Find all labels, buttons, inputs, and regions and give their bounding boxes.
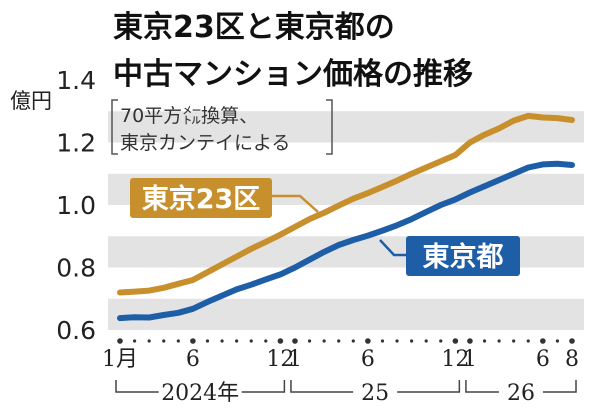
x-tick-label-0: 1月 [102,347,138,372]
background-band-0 [108,298,584,330]
x-month-dot-6 [205,339,210,343]
x-month-dot-17 [365,338,371,344]
x-month-dot-24 [467,338,473,344]
y-tick-label-0: 0.6 [56,316,96,345]
x-tick-label-8: 8 [565,347,579,372]
series-label-tokyo-metro-leader [379,239,408,257]
y-axis-unit-label: 億円 [10,89,52,113]
series-label-tokyo-metro-text: 東京都 [423,241,504,273]
year-groups: 2024年 25 26 [115,380,577,406]
note-bracket-left [111,99,118,155]
series-label-tokyo-23: 東京23区 [130,178,319,218]
year-bracket-right-0 [241,380,286,393]
x-month-dot-12 [292,338,298,344]
chart-title-line-1: 東京23区と東京都の [113,10,395,45]
x-tick-label-4: 6 [361,347,375,372]
source-note-line-2: 東京カンテイによる [120,132,290,154]
x-month-dot-1 [132,339,137,343]
year-bracket-left-0 [115,380,159,393]
x-month-dot-30 [555,339,560,343]
x-month-dot-15 [337,339,341,343]
source-note: 70平方㍍換算、 東京カンテイによる [111,99,333,155]
x-tick-label-1: 6 [186,347,200,372]
source-note-line-1: 70平方㍍換算、 [120,105,258,127]
year-label-0: 2024年 [161,381,239,406]
x-month-dot-21 [424,339,428,343]
y-tick-label-1: 0.8 [56,254,96,283]
y-axis-ticks: 0.6 0.8 1.0 1.2 1.4 [56,66,96,345]
x-month-dot-3 [162,339,166,343]
x-month-dot-22 [439,339,443,343]
x-month-dot-23 [452,338,459,344]
year-label-1: 25 [361,381,389,406]
year-bracket-left-2 [465,380,499,393]
x-month-dot-13 [307,339,312,343]
x-month-dot-8 [235,339,239,343]
series-label-tokyo-23-box [130,178,272,218]
x-month-dot-26 [497,339,501,343]
year-bracket-left-1 [290,380,354,393]
x-month-dot-19 [395,339,399,343]
year-label-2: 26 [507,381,535,406]
y-tick-label-3: 1.2 [56,129,96,158]
series-line-0 [117,112,575,296]
x-month-dot-7 [220,339,224,343]
series-lines [117,112,575,322]
x-month-dot-20 [410,339,414,343]
year-bracket-right-1 [397,380,461,393]
x-month-dot-16 [351,339,355,343]
x-month-dot-25 [482,339,487,343]
x-month-dot-14 [322,339,326,343]
series-line-1 [117,160,575,322]
x-month-dot-29 [540,338,546,344]
series-label-tokyo-metro: 東京都 [379,236,520,276]
x-tick-label-7: 6 [536,347,550,372]
chart-title-line-2: 中古マンション価格の推移 [113,57,473,92]
note-bracket-right [326,99,333,155]
x-axis: 1月 6 121 6 121 6 8 [102,338,579,372]
x-month-dot-27 [512,339,516,343]
year-bracket-right-2 [542,380,577,393]
x-month-dot-28 [526,339,530,343]
series-label-tokyo-metro-box [406,236,520,276]
x-tick-label-5: 12 [441,347,469,372]
x-month-dot-9 [249,339,253,343]
x-month-dot-31 [569,338,575,344]
series-label-tokyo-23-text: 東京23区 [142,183,261,215]
x-month-dot-2 [147,339,151,343]
y-tick-label-2: 1.0 [56,191,96,220]
series-label-tokyo-23-leader [270,194,319,213]
x-month-dot-0 [117,338,123,344]
x-tick-label-2: 12 [266,347,294,372]
x-month-dot-10 [264,339,268,343]
x-tick-label-6: 1 [463,347,477,372]
y-tick-label-4: 1.4 [56,66,96,95]
x-month-dot-5 [190,338,196,344]
x-month-dot-4 [176,339,180,343]
x-month-dot-11 [277,338,284,344]
x-tick-label-3: 1 [288,347,302,372]
x-month-dot-18 [380,339,385,343]
